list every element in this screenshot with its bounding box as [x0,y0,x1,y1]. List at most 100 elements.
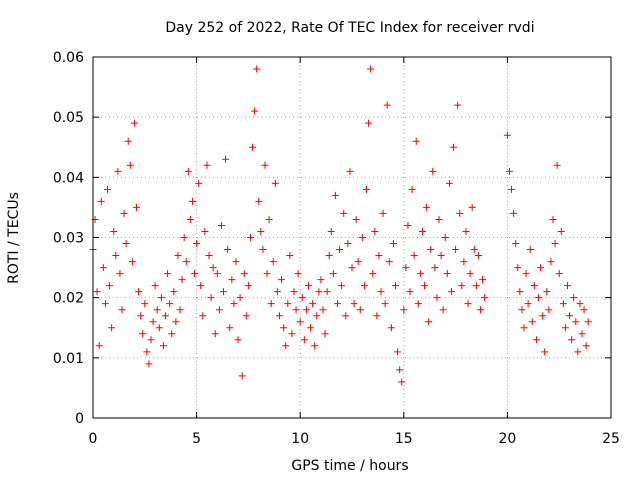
data-point [271,179,279,187]
data-point [563,282,571,290]
data-point [443,270,451,278]
data-point [441,234,449,241]
data-point [253,65,261,73]
data-point [447,288,455,296]
data-point [197,282,205,290]
data-point [133,203,141,211]
y-tick-label: 0.02 [53,291,84,307]
data-point [116,270,124,278]
data-point [346,167,354,175]
data-point [539,312,547,320]
data-point [104,185,112,193]
data-point [238,372,246,380]
data-point [220,288,228,296]
data-point [135,288,143,296]
data-point [526,246,534,254]
data-point [418,227,426,235]
data-point [389,240,397,248]
data-point [213,270,221,278]
data-point [578,330,586,338]
data-point [518,306,526,314]
data-point [157,294,165,302]
data-point [106,282,114,290]
data-point [255,197,263,205]
data-point [263,270,271,278]
data-point [209,264,217,272]
data-point [251,107,259,115]
data-point [365,119,373,127]
data-point [404,221,412,229]
data-point [421,282,429,290]
data-point [468,203,476,211]
data-point [193,240,201,248]
data-point [321,330,329,338]
data-point [180,234,188,241]
x-axis-label: GPS time / hours [291,458,408,474]
data-point [149,318,157,326]
data-point [257,227,265,235]
data-point [226,324,234,332]
data-point [162,312,170,320]
data-point [360,282,368,290]
y-tick-label: 0.05 [53,110,84,126]
data-point [340,209,348,217]
data-point [217,221,225,229]
data-point [476,306,484,314]
data-point [466,270,474,278]
data-point [126,161,134,169]
data-point [474,252,482,260]
data-point [541,348,549,356]
data-point [267,300,275,308]
data-point [369,270,377,278]
data-point [412,137,420,145]
y-tick-label: 0 [75,411,84,427]
data-point [512,240,520,248]
data-point [147,336,155,344]
data-point [108,324,116,332]
data-point [141,300,149,308]
data-point [207,294,215,302]
data-point [452,246,460,254]
data-point [406,288,414,296]
data-point [400,306,408,314]
data-point [462,227,470,235]
data-point [394,348,402,356]
data-point [300,336,308,344]
axis-ticks: 0 5 10 15 20 25 0 0.01 0.02 0.03 0.04 0.05 0.06 [53,50,620,447]
data-point [222,155,230,163]
data-point [145,360,153,368]
data-point [429,167,437,175]
data-point [530,282,538,290]
data-point [534,294,542,302]
data-point [153,306,161,314]
data-point [543,288,551,296]
data-point [224,246,232,254]
data-point [456,209,464,217]
data-points [89,65,592,386]
data-point [176,306,184,314]
data-point [354,258,362,266]
data-point [284,300,292,308]
data-point [381,300,389,308]
data-point [99,264,107,272]
data-point [460,258,468,266]
data-point [203,161,211,169]
data-point [352,215,360,223]
data-point [545,306,553,314]
data-point [375,252,383,260]
data-point [275,312,283,320]
data-point [188,197,196,205]
data-point [508,185,516,193]
data-point [450,143,458,151]
data-point [408,185,416,193]
data-point [296,318,304,326]
data-point [323,288,331,296]
data-point [356,306,364,314]
data-point [561,324,569,332]
data-point [425,318,433,326]
data-point [551,240,559,248]
data-point [168,330,176,338]
data-point [402,264,410,272]
data-point [288,330,296,338]
data-point [182,258,190,266]
